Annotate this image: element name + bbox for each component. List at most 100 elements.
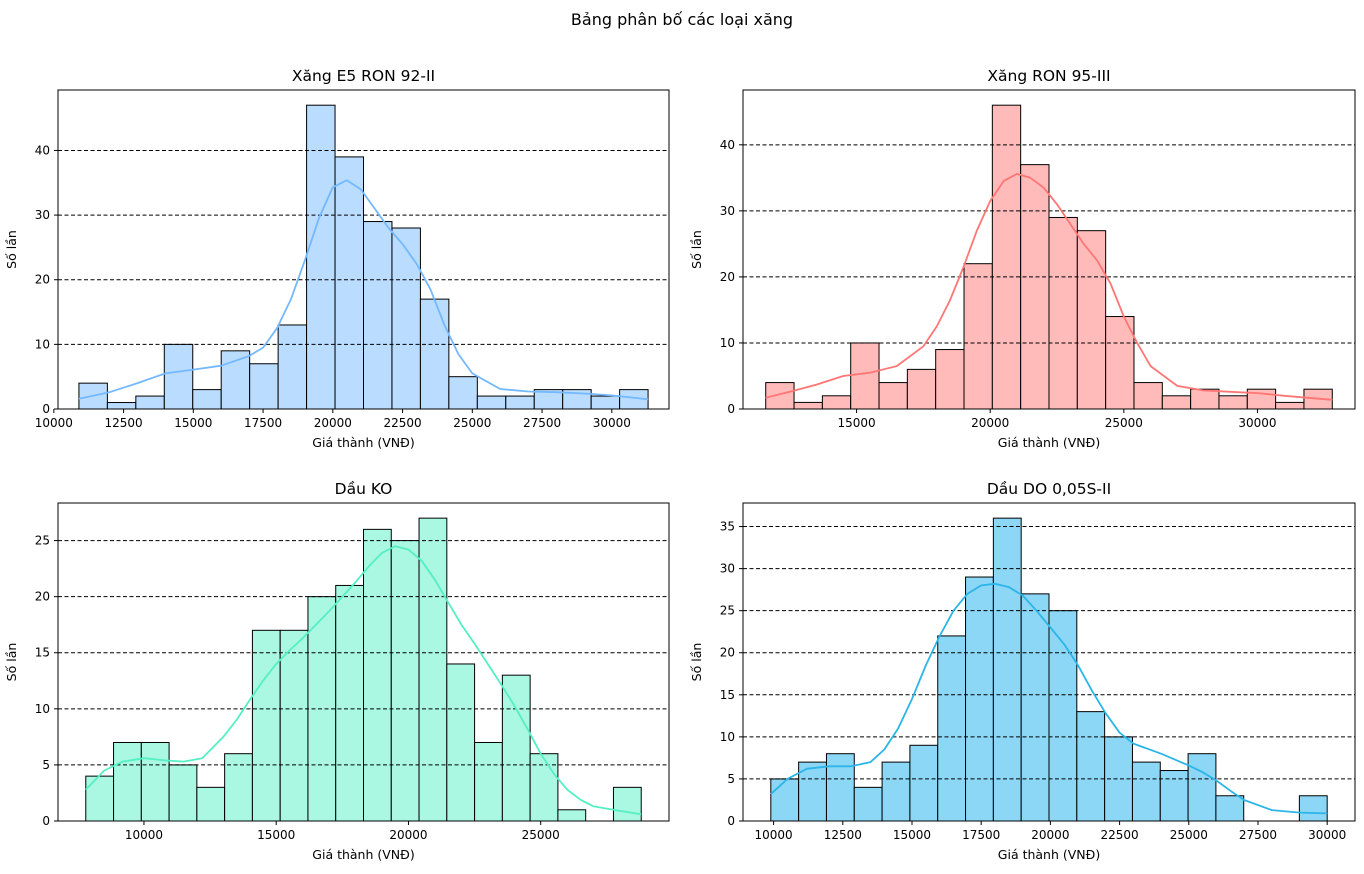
axes-frame xyxy=(57,89,670,410)
histogram-bar xyxy=(1187,753,1217,822)
histogram-bar xyxy=(505,395,535,410)
x-tick-label: 25000 xyxy=(522,828,560,842)
histogram-bar xyxy=(277,324,308,410)
histogram-bar xyxy=(224,753,253,822)
y-tick-label: 30 xyxy=(720,204,735,218)
y-tick-label: 40 xyxy=(720,138,735,152)
histogram-bar xyxy=(798,761,827,822)
histogram-bar xyxy=(1020,164,1050,410)
chart-panel-3: 10000 15000 20000 25000 0 5 10 15 20 25 Dầu KO Giá … xyxy=(4,480,670,862)
chart-title: Xăng RON 95-III xyxy=(987,67,1110,85)
histogram-bar xyxy=(192,389,222,410)
x-tick-label: 20000 xyxy=(1031,828,1069,842)
histogram-bar xyxy=(1218,395,1248,410)
x-tick-label: 15000 xyxy=(174,416,212,430)
histogram-bar xyxy=(448,376,478,410)
histogram-bar xyxy=(853,786,883,822)
histogram-bar xyxy=(334,156,365,410)
histogram-bar xyxy=(991,104,1022,410)
histogram-bar xyxy=(418,517,448,822)
histogram-bar xyxy=(474,741,503,822)
y-tick-label: 20 xyxy=(35,590,50,604)
chart-title: Dầu KO xyxy=(335,480,393,498)
y-tick-label: 10 xyxy=(35,702,50,716)
x-tick-label: 17500 xyxy=(962,828,1000,842)
histogram-bar xyxy=(168,764,198,822)
y-axis-label: Số lần xyxy=(689,230,704,269)
y-tick-label: 25 xyxy=(35,534,50,548)
histogram-bar xyxy=(419,298,450,410)
x-tick-label: 22500 xyxy=(1100,828,1138,842)
y-tick-label: 10 xyxy=(720,336,735,350)
histogram-bar xyxy=(1133,382,1163,410)
histogram-bar xyxy=(1275,401,1305,410)
histogram-bar xyxy=(881,761,911,822)
chart-title: Xăng E5 RON 92-II xyxy=(292,67,435,85)
histogram-bar xyxy=(1020,593,1050,822)
histogram-bar xyxy=(363,221,393,410)
histogram-bar xyxy=(825,753,855,822)
chart-panel-1: 10000 12500 15000 17500 20000 22500 25000 27500… xyxy=(4,67,670,450)
histogram-bar xyxy=(1076,230,1107,410)
x-tick-label: 20000 xyxy=(971,416,1009,430)
histogram-bar xyxy=(590,395,621,410)
histogram-bar xyxy=(878,382,908,410)
x-tick-label: 20000 xyxy=(389,828,427,842)
y-tick-label: 0 xyxy=(727,402,735,416)
histogram-bar xyxy=(965,576,994,822)
y-tick-label: 40 xyxy=(35,143,50,157)
x-tick-label: 27500 xyxy=(1239,828,1277,842)
kde-curve xyxy=(765,172,1333,401)
axes-frame xyxy=(742,89,1356,410)
x-tick-label: 17500 xyxy=(244,416,282,430)
histogram-bar xyxy=(220,350,251,410)
kde-curve xyxy=(770,582,1328,815)
kde-curve xyxy=(78,179,649,401)
axes-frame xyxy=(57,502,670,822)
histogram-bar xyxy=(249,363,279,410)
histogram-bar xyxy=(1076,711,1106,822)
y-tick-label: 30 xyxy=(720,562,735,576)
histogram-bar xyxy=(140,741,170,822)
x-tick-label: 15000 xyxy=(893,828,931,842)
histogram-bar xyxy=(113,741,142,822)
histogram-bar xyxy=(1048,216,1078,410)
histogram-bar xyxy=(106,402,137,410)
chart-title: Dầu DO 0,05S-II xyxy=(987,480,1111,498)
y-tick-label: 10 xyxy=(35,337,50,351)
histogram-bar xyxy=(963,263,993,410)
x-axis-label: Giá thành (VNĐ) xyxy=(312,435,414,450)
histogram-bar xyxy=(557,809,587,822)
histogram-bar xyxy=(363,528,392,822)
y-tick-label: 5 xyxy=(42,758,50,772)
y-tick-label: 5 xyxy=(727,772,735,786)
histogram-bar xyxy=(476,395,507,410)
x-tick-label: 15000 xyxy=(257,828,295,842)
histogram-bar xyxy=(909,744,939,822)
histogram-bar xyxy=(163,343,194,410)
histogram-bar xyxy=(906,368,937,410)
x-tick-label: 20000 xyxy=(314,416,352,430)
x-tick-label: 12500 xyxy=(824,828,862,842)
histogram-bar xyxy=(1105,316,1135,410)
y-tick-label: 20 xyxy=(35,273,50,287)
x-tick-label: 10000 xyxy=(754,828,792,842)
histogram-bar xyxy=(1215,795,1245,822)
y-tick-label: 20 xyxy=(720,646,735,660)
histogram-bar xyxy=(1161,395,1192,410)
y-axis-label: Số lần xyxy=(4,643,19,682)
y-tick-label: 0 xyxy=(42,402,50,416)
histogram-bar xyxy=(935,349,965,410)
x-tick-label: 12500 xyxy=(104,416,142,430)
histogram-bar xyxy=(529,753,559,822)
histogram-bar xyxy=(850,342,880,410)
histogram-bar xyxy=(446,663,476,822)
y-tick-label: 15 xyxy=(720,688,735,702)
histogram-bar xyxy=(135,395,165,410)
histogram-bar xyxy=(992,517,1022,822)
x-axis-label: Giá thành (VNĐ) xyxy=(998,435,1100,450)
y-tick-label: 0 xyxy=(42,814,50,828)
x-tick-label: 25000 xyxy=(1105,416,1143,430)
y-tick-label: 30 xyxy=(35,208,50,222)
